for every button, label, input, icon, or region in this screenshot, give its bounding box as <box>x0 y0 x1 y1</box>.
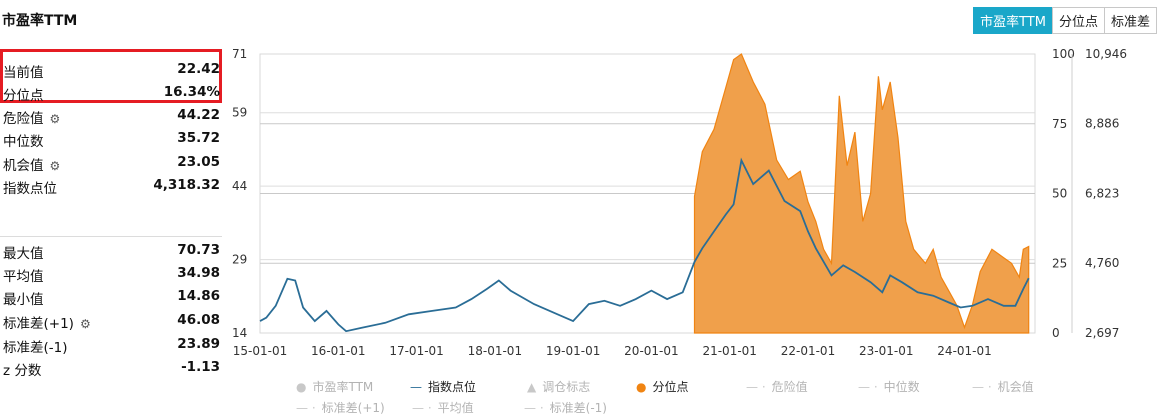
stat-row-current: 当前值 22.42 <box>3 61 220 81</box>
legend-item[interactable]: — · 标准差(-1) <box>524 399 607 416</box>
y-left-tick-label: 29 <box>232 253 247 267</box>
dash-marker-icon: — · <box>972 380 992 394</box>
percentile-area <box>693 53 1030 334</box>
dash-marker-icon: — · <box>858 380 878 394</box>
tab-std-dev[interactable]: 标准差 <box>1103 7 1157 34</box>
stat-row-percentile: 分位点 16.34% <box>3 84 220 104</box>
stat-row-median: 中位数 35.72 <box>3 130 220 150</box>
legend-label: 调仓标志 <box>542 380 591 394</box>
x-tick-label: 20-01-01 <box>624 344 678 358</box>
legend-item[interactable]: ● 市盈率TTM <box>296 378 373 395</box>
stat-row-mean: 平均值 34.98 <box>3 265 220 285</box>
dash-marker-icon: — · <box>746 380 766 394</box>
legend-label: 危险值 <box>771 380 808 394</box>
x-tick-label: 21-01-01 <box>702 344 756 358</box>
circle-marker-icon: ● <box>296 380 307 394</box>
y-left-tick-label: 14 <box>232 326 247 340</box>
y-right-tick-label: 10,946 <box>1085 47 1127 61</box>
y-mid-tick-label: 50 <box>1052 187 1067 201</box>
stat-row-std-plus: 标准差(+1) ⚙ 46.08 <box>3 312 220 332</box>
current-value-highlight <box>0 49 222 103</box>
stat-row-max: 最大值 70.73 <box>3 242 220 262</box>
x-tick-label: 23-01-01 <box>859 344 913 358</box>
circle-marker-icon: ● <box>636 380 647 394</box>
y-right-tick-label: 6,823 <box>1085 186 1119 200</box>
legend-item[interactable]: — · 平均值 <box>412 399 474 416</box>
dash-marker-icon: — · <box>296 401 316 415</box>
x-tick-label: 22-01-01 <box>781 344 835 358</box>
y-right-tick-label: 2,697 <box>1085 326 1119 340</box>
y-mid-tick-label: 25 <box>1052 256 1067 270</box>
stat-row-std-minus: 标准差(-1) 23.89 <box>3 336 220 356</box>
y-left-tick-label: 71 <box>232 47 247 61</box>
stat-row-min: 最小值 14.86 <box>3 288 220 308</box>
x-tick-label: 17-01-01 <box>389 344 443 358</box>
dash-marker-icon: — · <box>412 401 432 415</box>
x-tick-label: 24-01-01 <box>937 344 991 358</box>
stats-divider <box>0 236 222 237</box>
y-mid-tick-label: 0 <box>1052 326 1060 340</box>
gear-icon[interactable]: ⚙ <box>49 112 61 126</box>
legend-item[interactable]: — · 危险值 <box>746 378 808 395</box>
legend-item[interactable]: ● 分位点 <box>636 378 689 395</box>
stat-row-danger: 危险值 ⚙ 44.22 <box>3 107 220 127</box>
gear-icon[interactable]: ⚙ <box>49 159 61 173</box>
legend-label: 中位数 <box>883 380 920 394</box>
gear-icon[interactable]: ⚙ <box>79 317 91 331</box>
legend-item[interactable]: — · 标准差(+1) <box>296 399 385 416</box>
x-tick-label: 18-01-01 <box>468 344 522 358</box>
legend-label: 机会值 <box>997 380 1034 394</box>
y-right-tick-label: 8,886 <box>1085 117 1119 131</box>
stat-row-opportunity: 机会值 ⚙ 23.05 <box>3 154 220 174</box>
y-mid-tick-label: 100 <box>1052 47 1075 61</box>
triangle-marker-icon: ▲ <box>527 380 537 394</box>
x-tick-label: 15-01-01 <box>233 344 287 358</box>
stat-row-index-level: 指数点位 4,318.32 <box>3 177 220 197</box>
x-tick-label: 19-01-01 <box>546 344 600 358</box>
legend-item[interactable]: ▲ 调仓标志 <box>527 378 590 395</box>
line-marker-icon: — <box>410 380 422 394</box>
stat-row-zscore: z 分数 -1.13 <box>3 359 220 379</box>
legend-label: 标准差(+1) <box>321 401 385 415</box>
y-right-tick-label: 4,760 <box>1085 256 1119 270</box>
y-mid-tick-label: 75 <box>1052 117 1067 131</box>
legend-label: 分位点 <box>652 380 689 394</box>
legend-item[interactable]: — · 中位数 <box>858 378 920 395</box>
legend-label: 市盈率TTM <box>312 380 374 394</box>
page-title: 市盈率TTM <box>2 13 78 29</box>
metric-tabs: 市盈率TTM 分位点 标准差 <box>973 7 1157 34</box>
legend-label: 平均值 <box>437 401 474 415</box>
dash-marker-icon: — · <box>524 401 544 415</box>
legend-item[interactable]: — · 机会值 <box>972 378 1034 395</box>
legend-label: 标准差(-1) <box>549 401 607 415</box>
y-left-tick-label: 44 <box>232 179 247 193</box>
legend-item[interactable]: — 指数点位 <box>410 378 476 395</box>
x-tick-label: 16-01-01 <box>311 344 365 358</box>
y-left-tick-label: 59 <box>232 106 247 120</box>
index-level-line <box>259 157 1030 333</box>
legend-label: 指数点位 <box>428 380 477 394</box>
